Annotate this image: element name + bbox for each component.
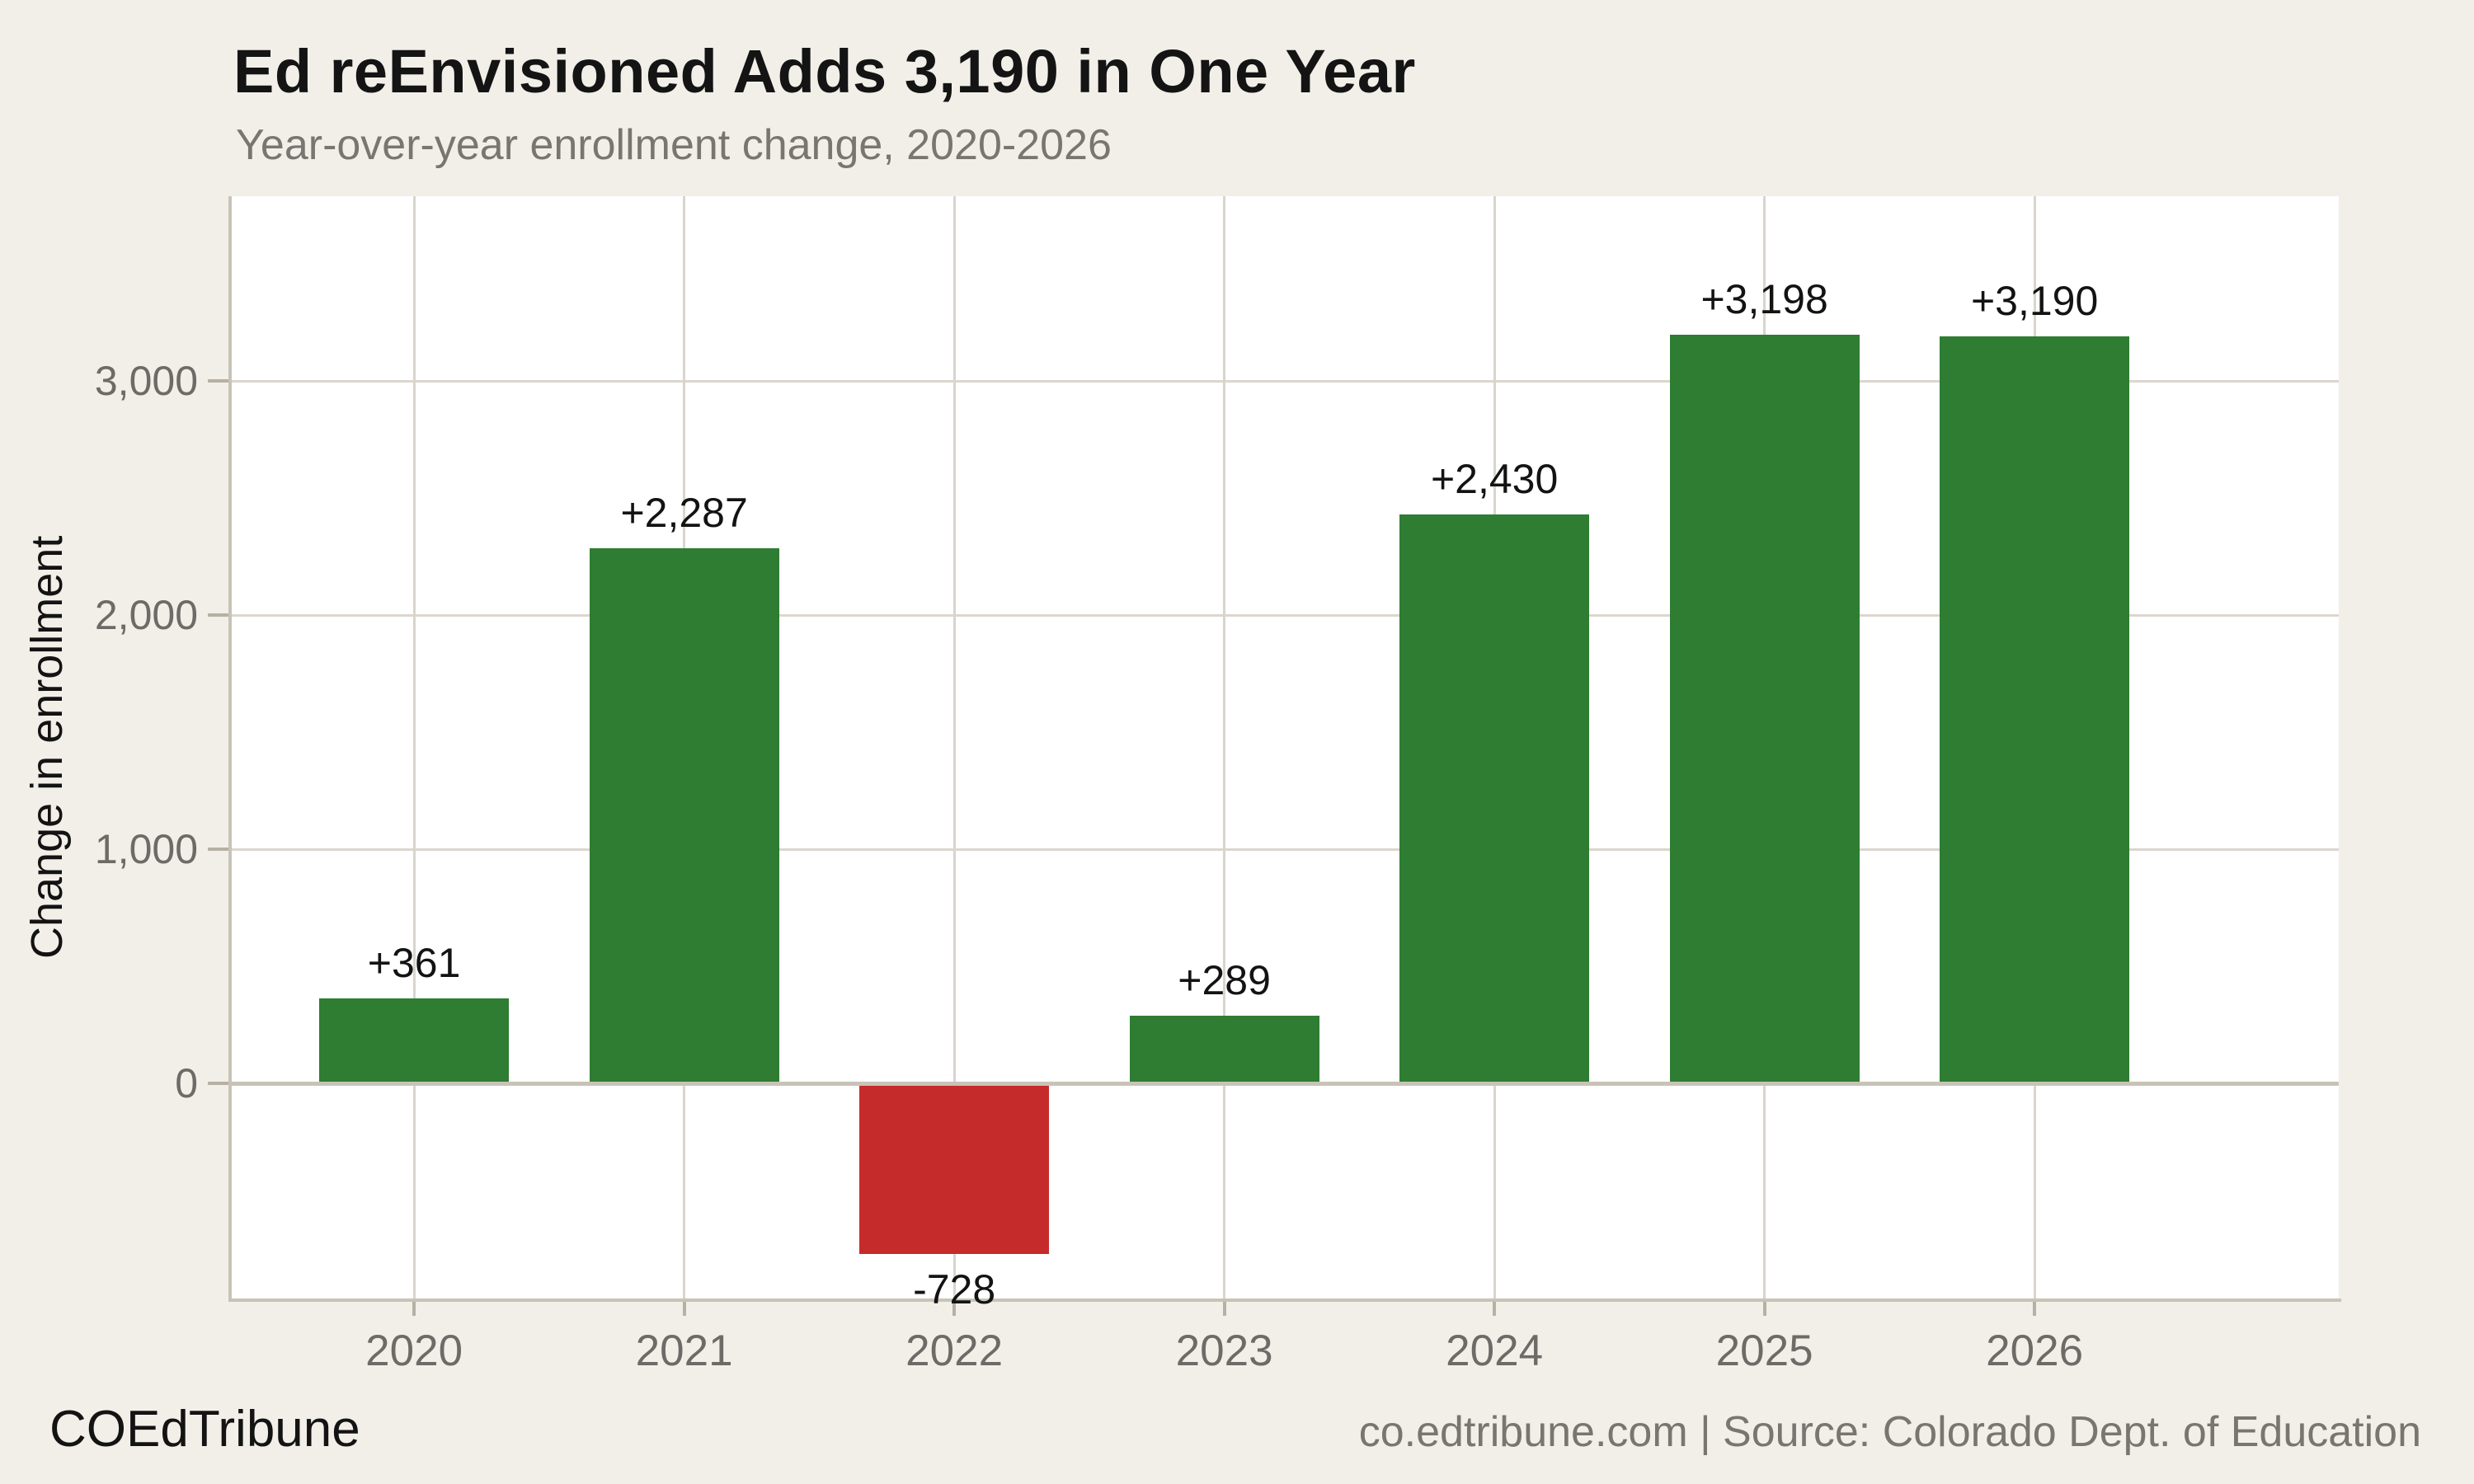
y-tick-label-0: 0 <box>175 1060 198 1107</box>
bar-value-label-2023: +289 <box>1178 956 1271 1003</box>
y-tick-2000 <box>208 613 229 618</box>
x-tick-2024 <box>1493 1302 1497 1316</box>
bar-value-label-2020: +361 <box>367 940 461 987</box>
x-tick-label-2026: 2026 <box>1986 1327 2084 1375</box>
y-tick-0 <box>208 1082 229 1086</box>
y-tick-label-1000: 1,000 <box>94 826 198 873</box>
x-tick-2026 <box>2033 1302 2037 1316</box>
bar-value-label-2024: +2,430 <box>1430 455 1559 502</box>
chart-title: Ed reEnvisioned Adds 3,190 in One Year <box>233 37 1416 106</box>
bar-value-label-2021: +2,287 <box>620 489 748 536</box>
bar-2026 <box>1940 336 2130 1083</box>
y-axis-line <box>228 196 232 1302</box>
x-tick-2023 <box>1222 1302 1226 1316</box>
x-tick-label-2021: 2021 <box>635 1327 733 1375</box>
x-axis-line <box>228 1298 2341 1302</box>
x-tick-2025 <box>1762 1302 1766 1316</box>
gridline-x-2022 <box>952 196 956 1298</box>
gridline-y-3000 <box>231 379 2339 383</box>
bar-value-label-2026: +3,190 <box>1970 278 2099 325</box>
gridline-y-1000 <box>231 848 2339 851</box>
y-tick-label-3000: 3,000 <box>94 358 198 405</box>
x-tick-2022 <box>952 1302 957 1316</box>
source-credit: co.edtribune.com | Source: Colorado Dept… <box>1358 1408 2421 1456</box>
x-tick-label-2020: 2020 <box>365 1327 463 1375</box>
chart-subtitle: Year-over-year enrollment change, 2020-2… <box>236 121 1112 169</box>
bar-2022 <box>859 1083 1050 1254</box>
plot-area: +361 +2,287 -728 +289 +2,430 +3,198 +3,190 <box>231 196 2339 1313</box>
brand-wordmark: COEdTribune <box>49 1401 360 1458</box>
x-tick-label-2023: 2023 <box>1175 1327 1273 1375</box>
y-tick-3000 <box>208 379 229 383</box>
bar-2024 <box>1399 514 1590 1083</box>
gridline-y-2000 <box>231 613 2339 617</box>
bar-2025 <box>1669 334 1860 1083</box>
footer: COEdTribune co.edtribune.com | Source: C… <box>49 1400 2421 1458</box>
gridline-x-2020 <box>412 196 416 1298</box>
y-tick-label-2000: 2,000 <box>94 592 198 639</box>
x-tick-2020 <box>412 1302 416 1316</box>
y-axis-title: Change in enrollment <box>22 535 72 960</box>
bar-value-label-2025: +3,198 <box>1700 275 1828 322</box>
bar-2023 <box>1129 1015 1319 1083</box>
x-tick-label-2024: 2024 <box>1446 1327 1544 1375</box>
x-tick-2021 <box>682 1302 686 1316</box>
zero-baseline <box>231 1081 2339 1086</box>
x-tick-label-2025: 2025 <box>1715 1327 1813 1375</box>
x-tick-label-2022: 2022 <box>905 1327 1004 1375</box>
y-tick-1000 <box>208 848 229 852</box>
bar-value-label-2022: -728 <box>913 1266 996 1313</box>
gridline-x-2023 <box>1223 196 1226 1298</box>
bar-2020 <box>319 998 510 1083</box>
bar-2021 <box>589 547 779 1083</box>
